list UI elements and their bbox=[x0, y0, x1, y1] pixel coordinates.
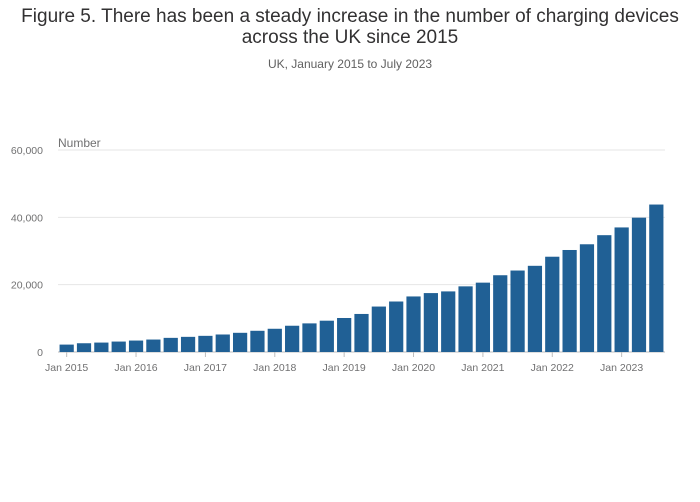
bar bbox=[146, 339, 161, 352]
bar bbox=[319, 320, 334, 352]
y-tick-label: 20,000 bbox=[11, 280, 43, 292]
bar bbox=[285, 325, 300, 352]
bar bbox=[215, 334, 230, 352]
bar bbox=[111, 341, 126, 352]
bar bbox=[649, 204, 664, 352]
bar bbox=[579, 244, 595, 352]
x-tick-label: Jan 2019 bbox=[323, 362, 366, 374]
bar bbox=[458, 286, 473, 352]
x-tick-label: Jan 2022 bbox=[531, 362, 574, 374]
x-tick-label: Jan 2021 bbox=[461, 362, 504, 374]
x-axis-ticks: Jan 2015 Jan 2016 Jan 2017 Jan 2018 Jan 2019… bbox=[45, 352, 643, 374]
bar bbox=[94, 342, 109, 352]
x-tick-label: Jan 2020 bbox=[392, 362, 435, 374]
bar bbox=[232, 332, 248, 352]
y-axis-label: Number bbox=[58, 136, 101, 150]
y-tick-label: 40,000 bbox=[11, 212, 43, 224]
y-tick-label: 60,000 bbox=[11, 145, 43, 157]
bar bbox=[354, 313, 369, 352]
x-tick-label: Jan 2023 bbox=[600, 362, 643, 374]
bar bbox=[527, 265, 543, 352]
y-axis-ticks: 0 20,000 40,000 60,000 bbox=[11, 145, 43, 359]
chart-subtitle: UK, January 2015 to July 2023 bbox=[267, 57, 433, 71]
x-tick-label: Jan 2017 bbox=[184, 362, 227, 374]
bar bbox=[128, 340, 144, 352]
x-tick-label: Jan 2018 bbox=[253, 362, 296, 374]
bar bbox=[371, 306, 386, 352]
bar bbox=[545, 256, 560, 352]
bars bbox=[59, 204, 664, 352]
bar bbox=[562, 249, 577, 352]
x-tick-label: Jan 2016 bbox=[114, 362, 157, 374]
bar bbox=[614, 227, 629, 352]
x-tick-label: Jan 2015 bbox=[45, 362, 88, 374]
bar bbox=[631, 217, 647, 352]
y-tick-label: 0 bbox=[37, 347, 43, 359]
bar bbox=[441, 291, 456, 352]
bar bbox=[389, 301, 404, 352]
bar bbox=[198, 335, 213, 352]
bar bbox=[302, 323, 317, 352]
chart-title: Figure 5. There has been a steady increa… bbox=[21, 6, 679, 48]
bar bbox=[180, 336, 196, 352]
bar bbox=[59, 344, 74, 352]
bar bbox=[597, 235, 612, 352]
bar bbox=[250, 330, 265, 352]
bar bbox=[475, 282, 491, 352]
bar bbox=[267, 328, 282, 352]
bar bbox=[493, 275, 508, 352]
bar bbox=[76, 343, 92, 352]
bar bbox=[406, 296, 421, 352]
bar bbox=[163, 337, 178, 352]
bar bbox=[510, 270, 525, 352]
bar bbox=[423, 293, 438, 352]
bar bbox=[337, 317, 352, 352]
